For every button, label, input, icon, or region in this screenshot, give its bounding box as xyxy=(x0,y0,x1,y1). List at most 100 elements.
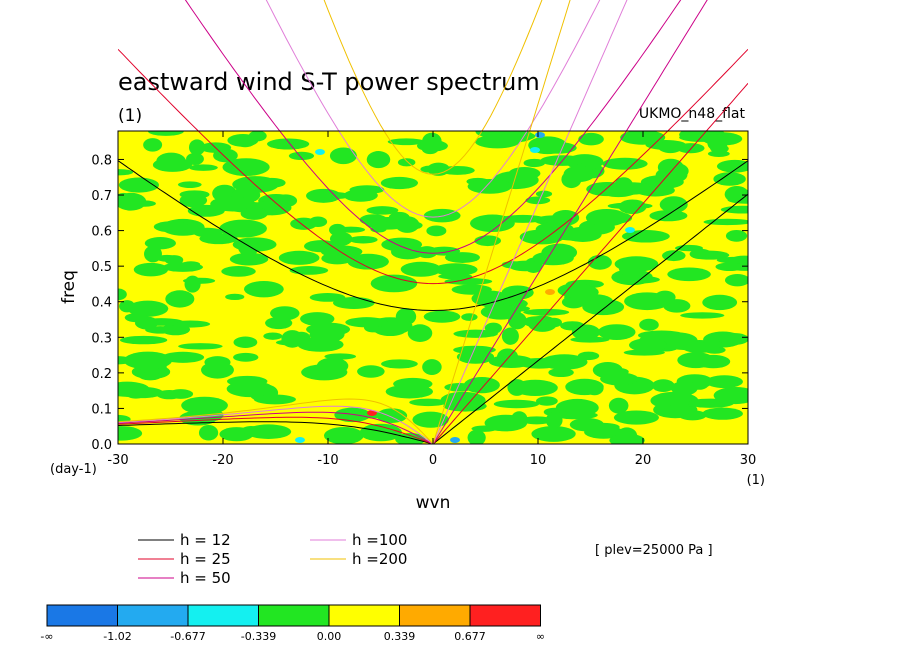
power-patch xyxy=(309,326,345,343)
power-patch xyxy=(507,379,527,396)
power-patch xyxy=(450,437,460,443)
power-patch xyxy=(613,410,659,425)
power-patch xyxy=(655,167,688,184)
power-patch xyxy=(229,252,269,266)
power-patch xyxy=(139,372,162,381)
power-patch xyxy=(177,181,202,188)
power-patch xyxy=(501,285,534,300)
power-patch xyxy=(563,165,596,183)
power-patch xyxy=(366,206,399,215)
color-bar-cell xyxy=(46,604,118,627)
y-tick-label: 0.4 xyxy=(91,296,112,311)
power-patch xyxy=(554,411,598,420)
power-patch xyxy=(670,381,698,396)
y-tick-label: 0.0 xyxy=(91,438,112,453)
power-patch xyxy=(608,397,629,414)
power-patch xyxy=(289,266,329,275)
power-patch xyxy=(133,262,169,277)
x-tick-label: -10 xyxy=(317,453,338,468)
power-patch xyxy=(366,151,391,169)
power-patch xyxy=(241,425,261,435)
power-patch xyxy=(713,172,746,186)
power-patch xyxy=(243,280,284,298)
power-patch xyxy=(618,260,636,276)
color-bar-label: 0.677 xyxy=(454,630,486,643)
power-patch xyxy=(332,296,375,309)
x-tick-label: 20 xyxy=(635,453,652,468)
power-patch xyxy=(649,210,688,222)
color-bar-label: -∞ xyxy=(40,630,53,643)
power-patch xyxy=(569,417,605,432)
power-patch xyxy=(334,407,371,423)
power-patch xyxy=(119,335,168,345)
y-axis: 0.0 0.1 0.2 0.3 0.4 0.5 0.6 0.7 0.8 xyxy=(91,153,748,453)
power-patch xyxy=(501,131,536,141)
power-patch xyxy=(263,332,283,340)
power-patch xyxy=(469,214,515,233)
power-patch xyxy=(497,348,519,366)
power-patch xyxy=(343,189,378,202)
power-patch xyxy=(725,229,748,242)
title-unit: (1) xyxy=(118,106,142,126)
power-patch xyxy=(535,190,553,198)
power-patch xyxy=(409,398,448,407)
power-patch xyxy=(240,207,268,220)
power-patch xyxy=(118,426,143,441)
power-patch xyxy=(161,351,205,363)
power-patch xyxy=(718,332,748,345)
y-tick-label: 0.1 xyxy=(91,402,112,417)
power-patch xyxy=(194,228,211,237)
power-patch xyxy=(119,386,164,399)
power-patch xyxy=(662,250,686,262)
power-patch xyxy=(508,312,527,330)
power-patch xyxy=(715,262,744,272)
power-patch xyxy=(380,176,419,190)
power-patch xyxy=(585,208,628,227)
kelvin-curve xyxy=(432,193,748,444)
power-patch xyxy=(347,253,389,270)
power-patch xyxy=(219,219,267,238)
legend-label: h = 50 xyxy=(180,569,231,587)
y-axis-label: freq xyxy=(59,270,79,304)
power-patch xyxy=(300,312,335,326)
power-patch xyxy=(222,158,270,177)
power-patch xyxy=(309,293,346,302)
power-patch xyxy=(385,384,434,399)
power-patch xyxy=(444,252,480,263)
x-tick-label: 0 xyxy=(429,453,437,468)
power-patch xyxy=(707,134,728,152)
power-patch xyxy=(248,131,267,142)
gravity-wave-curve xyxy=(118,160,748,312)
color-bar-cell xyxy=(328,604,400,627)
y-axis-unit: (day-1) xyxy=(50,462,97,477)
power-patch xyxy=(407,324,433,342)
power-patch xyxy=(702,407,743,420)
power-patch xyxy=(348,235,378,244)
power-patch xyxy=(621,230,670,243)
power-patch xyxy=(525,196,551,205)
rossby-wave-curve xyxy=(118,398,434,444)
legend-label: h =100 xyxy=(352,531,407,549)
rossby-wave-curve xyxy=(118,405,434,444)
power-patch xyxy=(186,152,204,166)
power-patch xyxy=(582,298,625,316)
power-patch xyxy=(493,399,540,409)
rossby-wave-curve xyxy=(118,421,434,444)
power-patch xyxy=(535,222,575,237)
power-patch xyxy=(545,412,563,429)
power-patch xyxy=(585,380,604,396)
kelvin-curve xyxy=(432,0,628,444)
y-tick-label: 0.7 xyxy=(91,189,112,204)
power-patch xyxy=(713,386,748,405)
power-patch xyxy=(659,196,688,213)
power-patch xyxy=(548,368,574,378)
power-patch xyxy=(153,221,190,233)
power-patch xyxy=(716,256,748,264)
y-tick-label: 0.5 xyxy=(91,260,112,275)
power-patch xyxy=(148,131,184,136)
power-patch xyxy=(187,204,225,217)
power-patch xyxy=(650,391,699,410)
power-patch xyxy=(467,179,512,194)
power-patch xyxy=(724,186,748,203)
rossby-wave-curve xyxy=(118,416,434,444)
